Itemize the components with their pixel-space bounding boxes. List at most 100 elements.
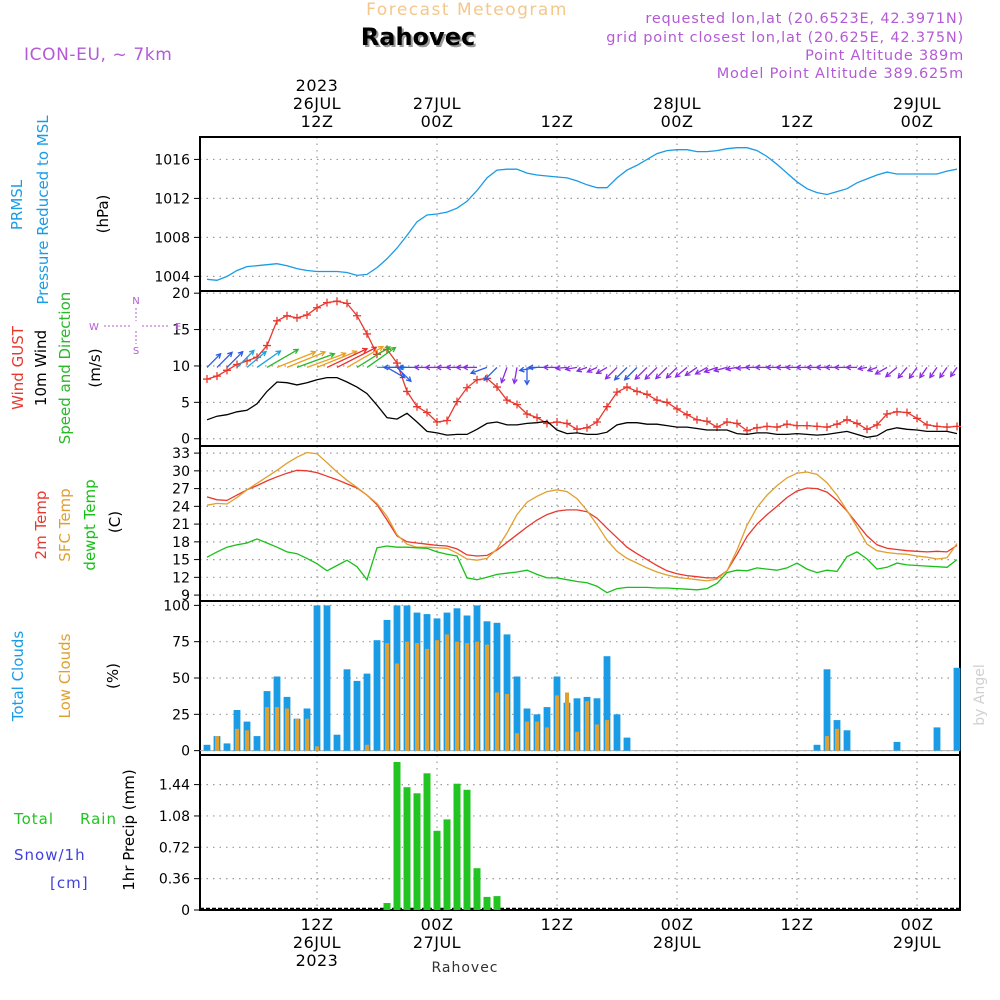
rain-bar xyxy=(483,896,491,910)
gust-marker xyxy=(333,297,341,306)
gust-marker xyxy=(433,417,441,426)
wind-arrowhead xyxy=(361,347,369,354)
subtitle: Forecast Meteogram xyxy=(366,0,568,20)
cm-label: [cm] xyxy=(50,874,89,892)
y-tick-label: 33 xyxy=(172,446,190,462)
total-clouds-label: Total Clouds xyxy=(9,631,27,723)
total-cloud-bar xyxy=(503,634,511,751)
wind-arrowhead xyxy=(595,368,602,374)
gust-marker xyxy=(663,398,671,407)
wind-arrowhead xyxy=(919,372,925,379)
wind-arrowhead xyxy=(554,365,561,371)
temp2m-label: 2m Temp xyxy=(32,491,50,560)
wind-arrow xyxy=(596,366,608,374)
low-cloud-bar xyxy=(535,721,539,751)
y-tick-label: 9 xyxy=(181,588,190,604)
gust-marker xyxy=(573,425,581,434)
pressure-labels: PRMSL Pressure Reduced to MSL (hPa) xyxy=(8,115,112,305)
wind-arrowhead xyxy=(542,364,549,371)
wind-arrowhead xyxy=(260,350,268,357)
wind-arrowhead xyxy=(524,379,530,386)
wind-arrow xyxy=(336,346,377,368)
wind-arrowhead xyxy=(856,365,864,372)
top-time-label: 00Z xyxy=(421,112,454,131)
y-tick-label: 100 xyxy=(163,598,190,614)
total-cloud-bar xyxy=(843,730,851,751)
wind-arrow xyxy=(885,366,898,378)
wind-10m-label: 10m Wind xyxy=(32,330,50,406)
wind-arrowhead xyxy=(884,371,891,378)
bottom-time-label: 12Z xyxy=(781,915,814,934)
wind-arrowhead xyxy=(293,348,300,355)
top-time-label: 12Z xyxy=(541,112,574,131)
total-cloud-bar xyxy=(223,743,231,751)
wind-arrowhead xyxy=(623,374,630,381)
wind-arrow xyxy=(226,351,244,368)
wind-arrow xyxy=(858,366,868,370)
low-cloud-bar xyxy=(505,694,509,751)
low-cloud-bar xyxy=(385,643,389,751)
wind-arrow xyxy=(246,350,267,368)
wind-arrowhead xyxy=(908,373,915,380)
gust-marker xyxy=(623,383,631,392)
title: Rahovec xyxy=(361,23,475,51)
title-shadow: Rahovec xyxy=(363,25,477,53)
low-cloud-bar xyxy=(495,692,499,751)
wind-arrowhead xyxy=(390,346,397,353)
rain-bar xyxy=(433,830,441,910)
wind-arrowhead xyxy=(775,364,782,371)
wind-arrowhead xyxy=(897,372,904,379)
top-time-label: 2023 xyxy=(296,76,339,95)
total-label: Total xyxy=(13,810,54,828)
gust-marker xyxy=(263,341,271,350)
wind-unit: (m/s) xyxy=(86,348,104,387)
wind-arrow xyxy=(666,366,678,379)
low-cloud-bar xyxy=(515,733,519,751)
wind-arrow xyxy=(326,348,368,368)
wind-arrowhead xyxy=(397,364,404,371)
wind-arrow xyxy=(614,366,628,381)
precip-unit: 1hr Precip (mm) xyxy=(120,769,138,890)
low-cloud-bar xyxy=(595,724,599,751)
bottom-time-label: 00Z xyxy=(661,915,694,934)
wind-arrow xyxy=(929,367,938,378)
grid-point-coords: grid point closest lon,lat (20.625E, 42.… xyxy=(606,30,964,46)
total-cloud-bar xyxy=(573,698,581,751)
speed-direction-label: Speed and Direction xyxy=(56,292,74,445)
low-cloud-bar xyxy=(565,692,569,751)
series-line xyxy=(206,451,958,582)
gust-marker xyxy=(643,390,651,399)
rain-bar xyxy=(413,793,421,910)
model-label: ICON-EU, ~ 7km xyxy=(24,45,172,65)
gust-marker xyxy=(393,359,401,368)
gust-marker xyxy=(513,400,521,409)
total-cloud-bar xyxy=(253,736,261,751)
wind-arrowhead xyxy=(320,350,327,357)
total-cloud-bar xyxy=(343,669,351,751)
gust-marker xyxy=(783,420,791,429)
top-time-label: 29JUL xyxy=(893,94,941,113)
wind-arrow xyxy=(634,366,648,380)
rain-bar xyxy=(473,868,481,910)
wind-arrowhead xyxy=(644,374,651,381)
bottom-time-label: 29JUL xyxy=(893,933,941,952)
top-time-label: 27JUL xyxy=(413,94,461,113)
low-cloud-bar xyxy=(275,707,279,751)
clouds-unit: (%) xyxy=(104,663,122,689)
y-tick-label: 15 xyxy=(172,553,190,569)
low-cloud-bar xyxy=(475,641,479,751)
y-tick-label: 5 xyxy=(181,395,190,411)
sfc-temp-label: SFC Temp xyxy=(56,488,74,561)
rain-bar xyxy=(443,819,451,910)
gust-marker xyxy=(303,311,311,320)
gust-marker xyxy=(533,413,541,422)
wind-arrow xyxy=(939,367,948,378)
wind-arrow xyxy=(685,366,698,376)
wind-arrowhead xyxy=(874,369,881,375)
bottom-time-label: 28JUL xyxy=(653,933,701,952)
wind-arrowhead xyxy=(795,364,802,371)
wind-arrow xyxy=(576,366,588,372)
wind-arrowhead xyxy=(445,364,452,371)
wind-arrow xyxy=(950,367,958,377)
